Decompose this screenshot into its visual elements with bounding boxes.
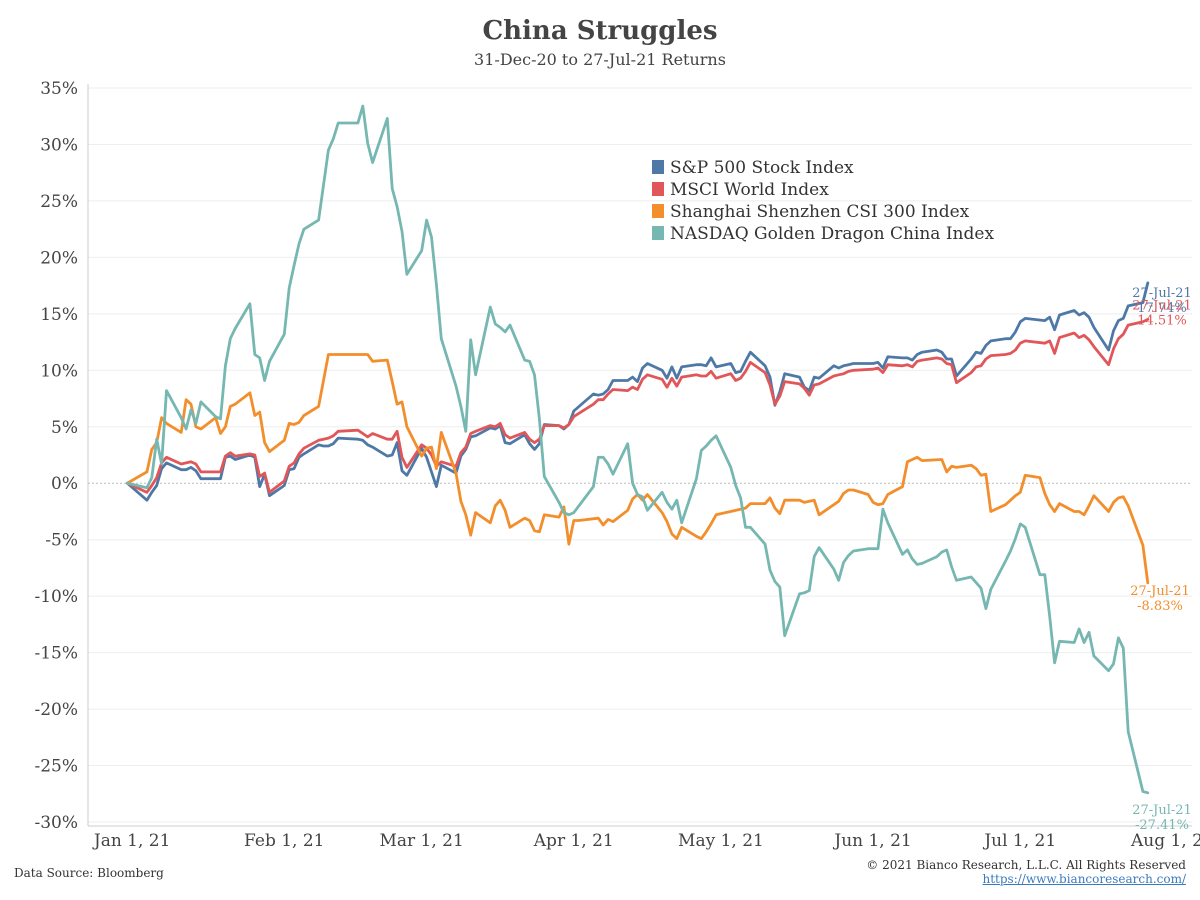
- series-line: [125, 353, 1150, 585]
- y-tick-label: 5%: [51, 418, 78, 438]
- legend-label: S&P 500 Stock Index: [670, 158, 854, 178]
- y-tick-label: 10%: [40, 361, 78, 381]
- y-tick-label: 25%: [40, 192, 78, 212]
- x-tick-label: Aug 1, 21: [1130, 831, 1200, 851]
- x-tick-label: Mar 1, 21: [379, 831, 463, 851]
- x-tick-label: Jun 1, 21: [832, 831, 911, 851]
- legend-swatch: [652, 160, 664, 174]
- y-tick-label: -25%: [34, 757, 78, 777]
- legend-label: Shanghai Shenzhen CSI 300 Index: [670, 202, 970, 222]
- series-line: [125, 318, 1150, 494]
- x-tick-label: Apr 1, 21: [533, 831, 614, 851]
- y-tick-label: 15%: [40, 305, 78, 325]
- website-link[interactable]: https://www.biancoresearch.com/: [982, 872, 1186, 886]
- x-tick-label: Jan 1, 21: [92, 831, 171, 851]
- chart-title: China Struggles: [482, 16, 718, 46]
- y-tick-label: -30%: [34, 813, 78, 833]
- end-value-label: -8.83%: [1137, 599, 1183, 614]
- legend-label: NASDAQ Golden Dragon China Index: [670, 224, 994, 244]
- x-tick-label: Feb 1, 21: [244, 831, 324, 851]
- end-value-label: 27-Jul-21: [1132, 286, 1192, 301]
- end-value-label: 27-Jul-21: [1130, 584, 1190, 599]
- series-line: [125, 281, 1150, 502]
- copyright-note: © 2021 Bianco Research, L.L.C. All Right…: [866, 858, 1186, 872]
- y-tick-label: -10%: [34, 587, 78, 607]
- end-value-label: 27-Jul-21: [1132, 298, 1192, 313]
- legend-swatch: [652, 226, 664, 240]
- y-tick-label: -20%: [34, 700, 78, 720]
- end-value-label: 17.74%: [1137, 301, 1187, 316]
- end-value-label: 14.51%: [1137, 313, 1187, 328]
- x-tick-label: May 1, 21: [678, 831, 764, 851]
- end-value-label: 27-Jul-21: [1132, 803, 1192, 818]
- chart-subtitle: 31-Dec-20 to 27-Jul-21 Returns: [474, 50, 726, 69]
- y-tick-label: -15%: [34, 644, 78, 664]
- y-tick-label: 30%: [40, 135, 78, 155]
- y-tick-label: 20%: [40, 248, 78, 268]
- y-tick-label: -5%: [45, 531, 78, 551]
- series-line: [125, 104, 1150, 795]
- legend-label: MSCI World Index: [670, 180, 829, 200]
- data-source-note: Data Source: Bloomberg: [14, 866, 164, 880]
- end-value-label: -27.41%: [1135, 818, 1189, 833]
- y-tick-label: 35%: [40, 79, 78, 99]
- legend-swatch: [652, 204, 664, 218]
- y-tick-label: 0%: [51, 474, 78, 494]
- legend-swatch: [652, 182, 664, 196]
- x-tick-label: Jul 1, 21: [982, 831, 1056, 851]
